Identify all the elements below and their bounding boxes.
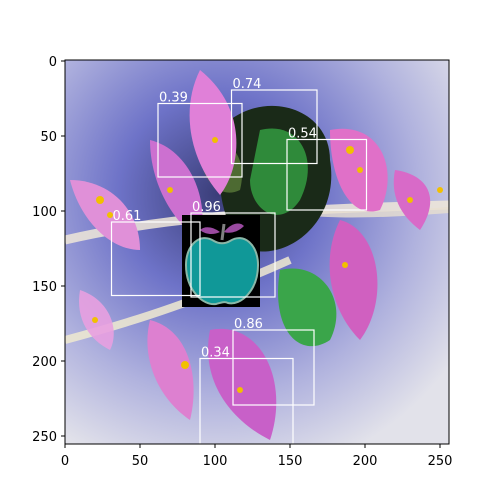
detection-score-label: 0.74 (233, 77, 262, 92)
detection-score-label: 0.96 (192, 200, 221, 215)
x-tick-label: 50 (132, 454, 149, 469)
y-tick-label: 200 (32, 355, 57, 370)
detection-box (286, 138, 368, 211)
y-tick-label: 50 (40, 130, 57, 145)
detection-score-label: 0.61 (113, 209, 142, 224)
photo (65, 60, 449, 444)
detection-boxes: 0.39 0.74 0.54 0.61 0.96 0.86 0.34 (110, 77, 368, 445)
y-axis: 0 50 100 150 200 250 (32, 55, 65, 445)
axes-frame (64, 59, 450, 445)
detection-score-label: 0.39 (159, 91, 188, 106)
y-tick-label: 150 (32, 280, 57, 295)
detection-score-label: 0.54 (288, 127, 317, 142)
x-tick-label: 0 (61, 454, 69, 469)
detection-box (157, 102, 243, 178)
detection-box (230, 89, 318, 165)
x-tick-label: 250 (428, 454, 453, 469)
detection-score-label: 0.34 (201, 346, 230, 361)
x-tick-label: 200 (353, 454, 378, 469)
y-tick-label: 0 (49, 55, 57, 70)
detection-box (110, 221, 201, 297)
detection-box (190, 212, 276, 298)
detection-box (232, 329, 315, 406)
apple-icon (184, 223, 260, 306)
y-tick-label: 250 (32, 430, 57, 445)
y-tick-label: 100 (32, 205, 57, 220)
x-axis: 0 50 100 150 200 250 (61, 444, 453, 469)
x-tick-label: 100 (203, 454, 228, 469)
detection-score-label: 0.86 (234, 317, 263, 332)
x-tick-label: 150 (278, 454, 303, 469)
